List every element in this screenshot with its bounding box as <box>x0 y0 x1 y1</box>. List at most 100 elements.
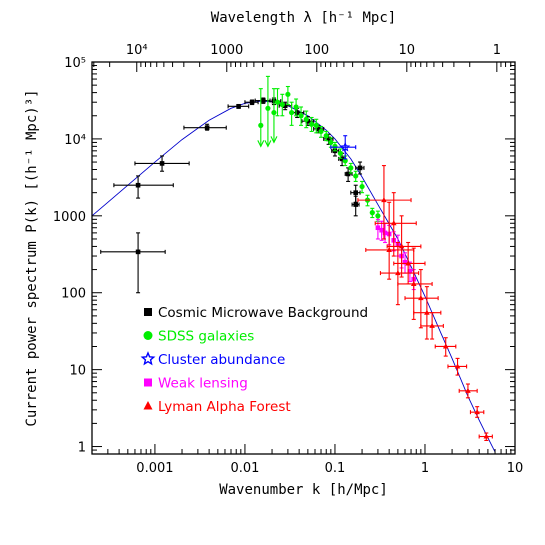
legend-label: Cosmic Microwave Background <box>158 305 368 321</box>
data-point <box>236 104 241 109</box>
series-2 <box>330 135 357 160</box>
data-point <box>353 190 359 195</box>
y-tick-label: 10⁴ <box>64 133 86 148</box>
data-point <box>332 143 338 149</box>
data-point <box>424 309 430 315</box>
data-point <box>271 109 277 116</box>
data-point <box>258 122 264 128</box>
data-point <box>326 136 331 142</box>
y-tick-label: 100 <box>61 287 86 302</box>
data-point <box>353 202 359 207</box>
y-tick-label: 1000 <box>53 210 86 225</box>
data-point <box>337 150 344 156</box>
x-axis-label: Wavenumber k [h/Mpc] <box>219 482 388 498</box>
data-point <box>359 183 365 190</box>
data-point <box>342 158 348 164</box>
model-curve <box>92 100 496 453</box>
series-4 <box>357 165 493 442</box>
legend-marker <box>144 308 152 316</box>
data-point <box>289 109 295 116</box>
series-0 <box>100 97 365 294</box>
data-point <box>429 322 435 328</box>
data-point <box>274 99 281 105</box>
data-point <box>261 98 266 103</box>
x-tick-label: 1 <box>421 461 429 476</box>
data-points-layer <box>100 75 493 442</box>
data-point <box>390 220 397 226</box>
data-point <box>204 125 210 130</box>
data-point <box>313 122 319 128</box>
legend-marker <box>144 378 152 387</box>
data-point <box>315 126 321 132</box>
data-point <box>454 363 461 369</box>
data-point <box>249 99 255 105</box>
legend-marker <box>143 331 153 340</box>
data-point <box>375 213 381 219</box>
legend-label: Weak lensing <box>158 376 248 392</box>
data-point <box>442 343 449 349</box>
legend-label: Cluster abundance <box>158 352 285 368</box>
legend-marker <box>143 401 153 410</box>
x-tick-label: 0.001 <box>136 461 173 476</box>
data-point <box>159 161 165 166</box>
top-tick-label: 1 <box>493 43 501 58</box>
data-point <box>405 260 411 266</box>
data-point <box>402 259 408 265</box>
data-point <box>379 227 384 233</box>
data-point <box>353 173 359 179</box>
series-1 <box>257 75 381 222</box>
top-tick-label: 1000 <box>210 43 243 58</box>
data-point <box>398 243 405 249</box>
top-tick-label: 10 <box>399 43 416 58</box>
legend-marker <box>140 351 156 366</box>
data-point <box>483 433 490 439</box>
x-tick-label: 10 <box>507 461 524 476</box>
upper-limit-arrow <box>270 136 278 144</box>
data-point <box>323 133 329 139</box>
data-point <box>348 165 354 171</box>
legend: Cosmic Microwave Background SDSS galaxies… <box>140 305 368 415</box>
data-point <box>308 121 315 127</box>
y-tick-label: 10 <box>69 364 86 379</box>
data-point <box>298 113 304 119</box>
y-tick-label: 10⁵ <box>64 56 86 71</box>
data-point <box>282 103 288 109</box>
x-tick-label: 0.1 <box>325 461 346 476</box>
data-point <box>285 91 291 97</box>
data-point <box>340 141 351 152</box>
data-point <box>465 387 471 393</box>
data-point <box>375 225 381 231</box>
data-point <box>135 249 141 255</box>
data-point <box>410 280 417 286</box>
plot-frame <box>91 61 516 455</box>
data-point <box>418 295 424 301</box>
data-point <box>345 171 351 177</box>
y-tick-label: 1 <box>78 441 86 456</box>
data-point <box>328 139 334 146</box>
data-point <box>135 182 141 188</box>
data-point <box>294 110 300 115</box>
x-tick-label: 0.01 <box>230 461 259 476</box>
data-point <box>386 246 392 252</box>
data-point <box>395 270 401 276</box>
top-tick-label: 10⁴ <box>126 43 148 58</box>
data-point <box>369 210 375 216</box>
legend-label: Lyman Alpha Forest <box>158 399 291 415</box>
data-point <box>279 101 285 108</box>
data-point <box>407 268 413 274</box>
data-point <box>357 165 363 171</box>
data-point <box>474 409 480 415</box>
top-axis-label: Wavelength λ [h⁻¹ Mpc] <box>211 10 396 26</box>
tick-layer: 0.001 0.01 0.1 1 10 10⁴ 1000 100 10 1 1 10 100 1000 10… <box>53 43 523 476</box>
data-point <box>303 116 309 122</box>
upper-limit-arrow <box>257 140 265 148</box>
legend-label: SDSS galaxies <box>158 329 254 345</box>
y-axis-label: Current power spectrum P(k) [(h⁻¹ Mpc)³] <box>24 89 40 426</box>
data-point <box>382 230 388 236</box>
model-curve-layer <box>92 100 496 453</box>
data-point <box>265 105 271 111</box>
upper-limit-arrow <box>264 140 272 148</box>
data-point <box>381 197 387 203</box>
data-point <box>293 104 299 110</box>
